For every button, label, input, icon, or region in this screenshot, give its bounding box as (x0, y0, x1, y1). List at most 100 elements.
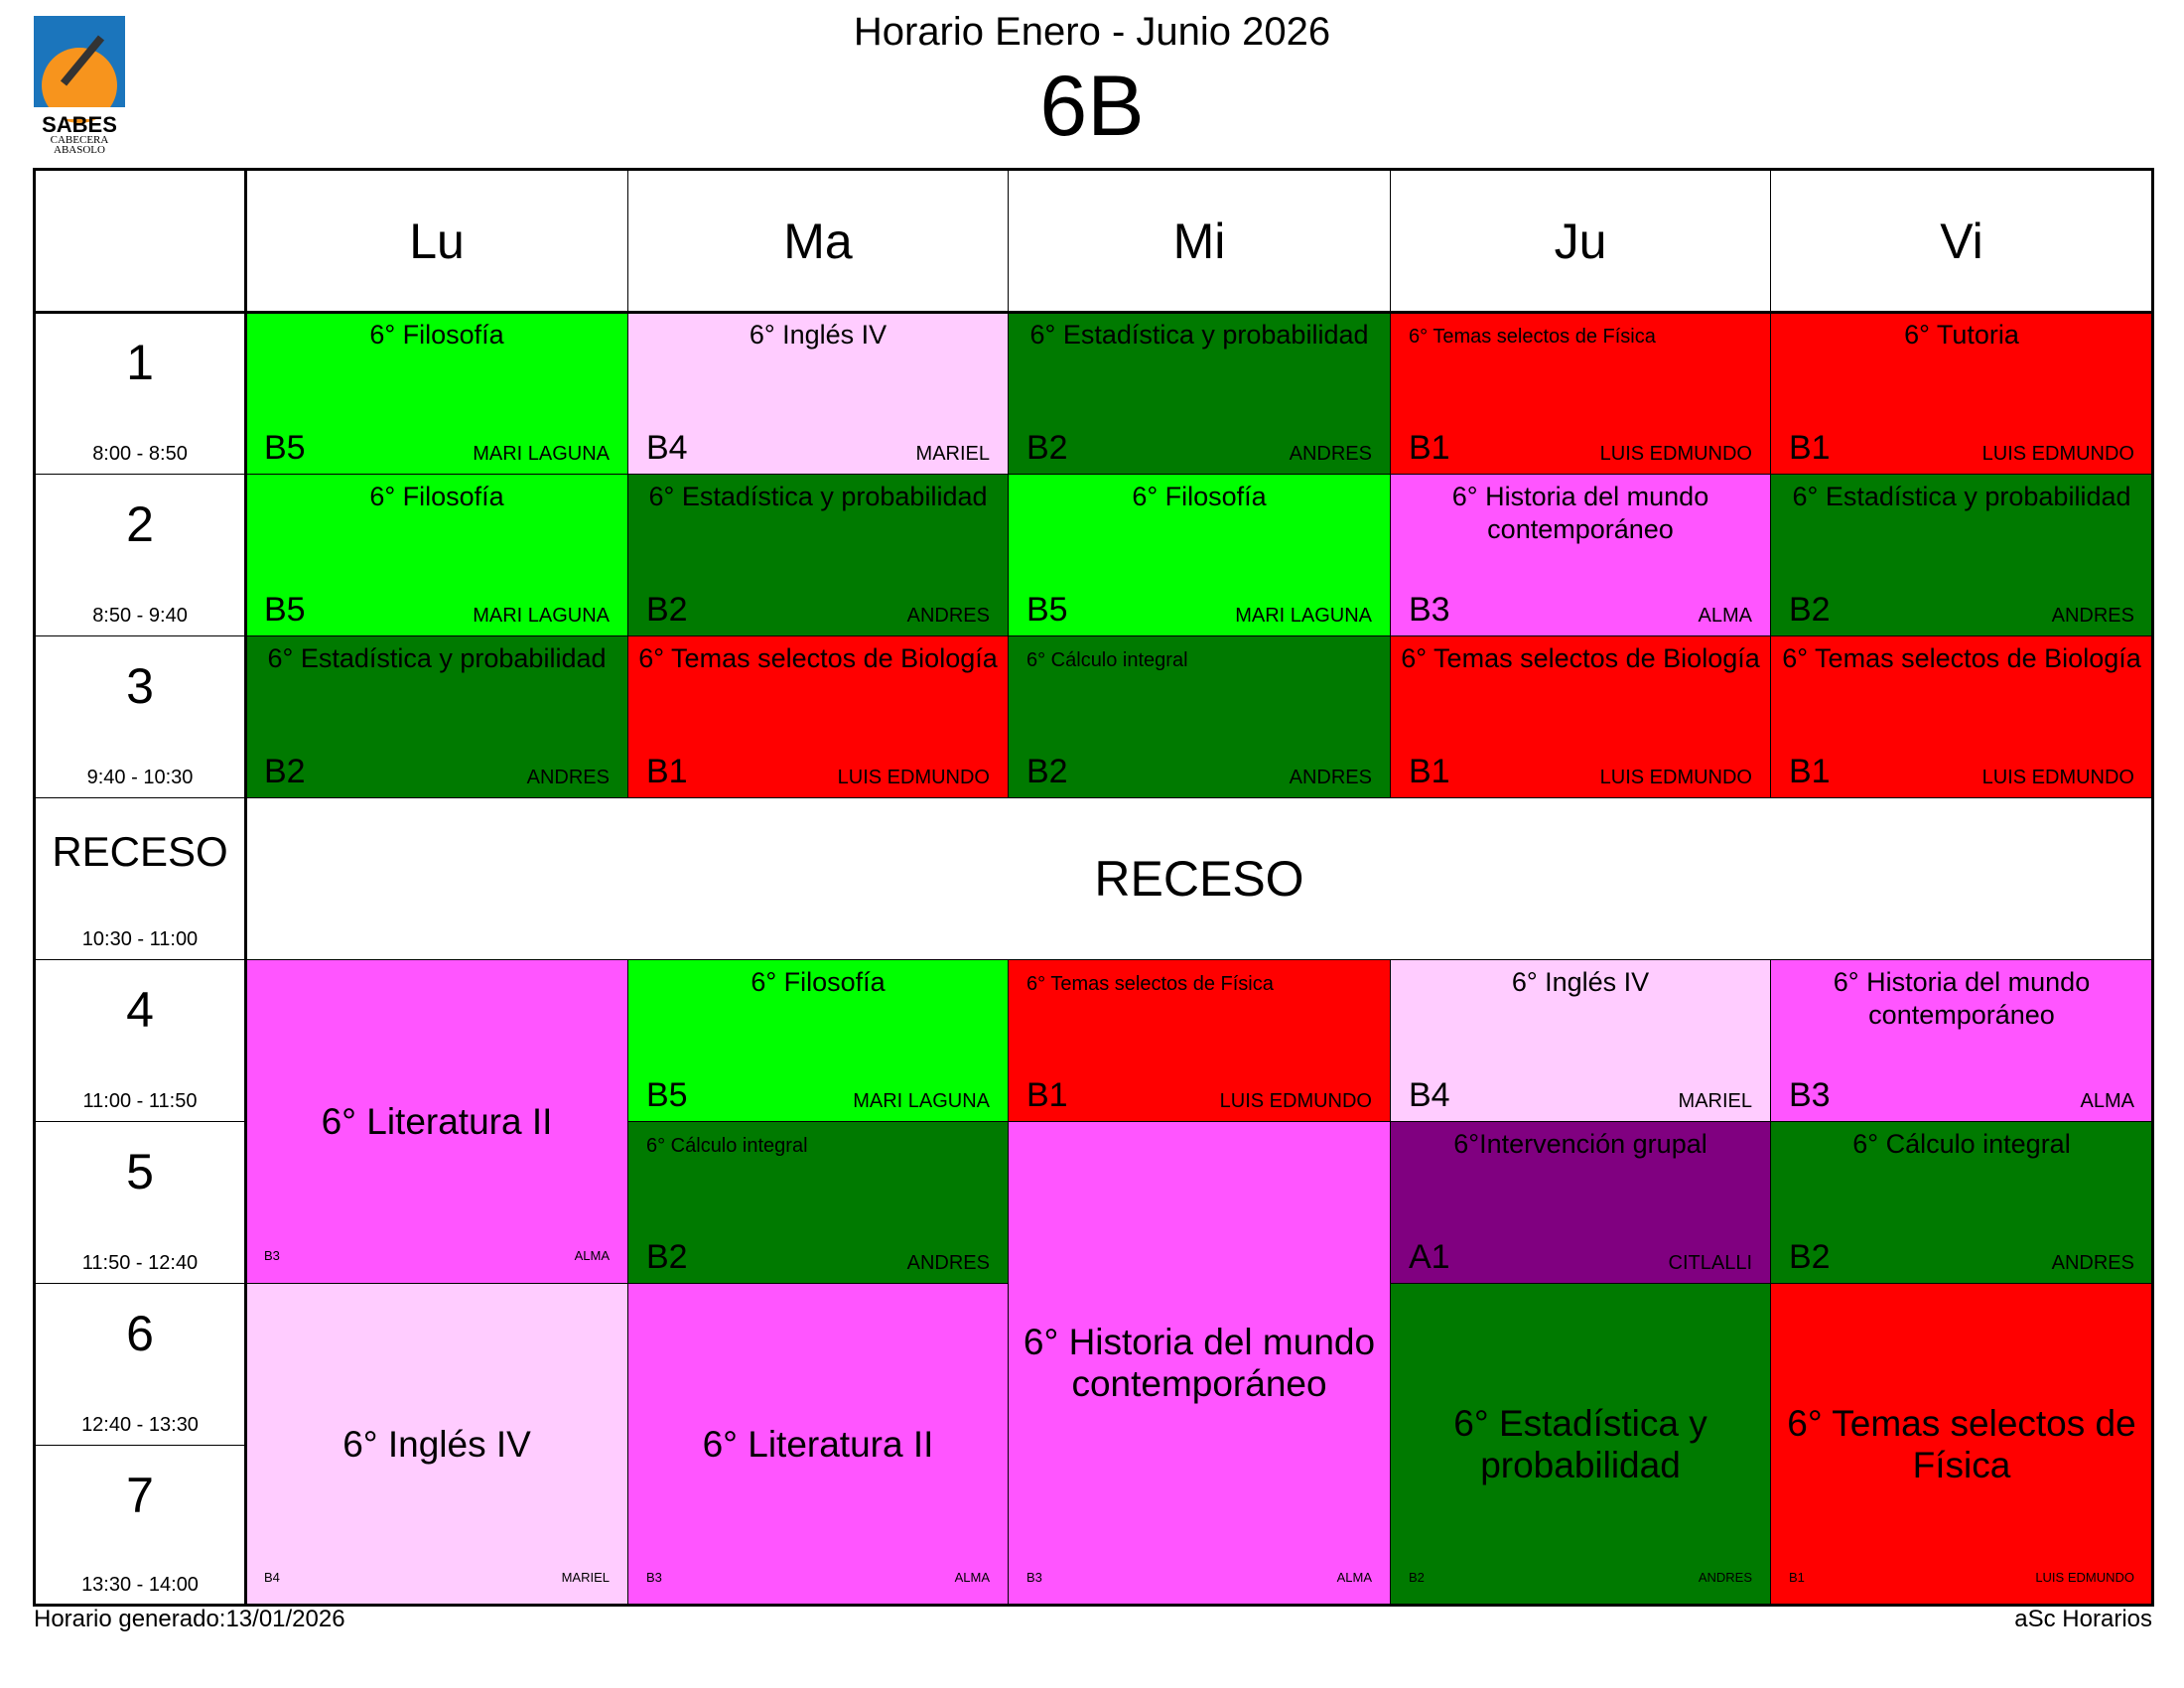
header-rule (34, 311, 2152, 314)
day-name: Ma (783, 212, 853, 269)
lesson-room: B2 (1789, 1238, 1831, 1276)
lesson-room: B5 (264, 591, 306, 629)
lesson-room: B2 (646, 591, 688, 629)
lesson-room: B5 (646, 1076, 688, 1114)
logo-base (34, 107, 125, 119)
lesson-teacher: MARIEL (915, 443, 990, 465)
lesson-subject: 6° Temas selectos de Biología (1401, 643, 1760, 673)
day-name: Lu (409, 212, 465, 269)
lesson-cell: 6° Inglés IV B4 MARIEL (1390, 959, 1771, 1122)
logo-line: ABASOLO (54, 144, 105, 155)
lesson-room: B2 (1789, 591, 1831, 629)
lesson-subject: 6° Inglés IV (1511, 967, 1650, 997)
period-name: 2 (126, 496, 154, 552)
break-label: RECESO (1094, 851, 1304, 907)
logo: SABES CABECERA ABASOLO (34, 16, 125, 155)
lesson-subject: 6° Filosofía (1132, 482, 1267, 511)
lesson-teacher: MARIEL (561, 1570, 610, 1585)
period-time: 11:50 - 12:40 (81, 1252, 199, 1274)
lesson-teacher: ALMA (2080, 1090, 2134, 1112)
lesson-cell: 6° Temas selectos de Biología B1 LUIS EDMU… (627, 635, 1009, 798)
lesson-subject: 6° Filosofía (369, 482, 504, 511)
day-name: Mi (1172, 212, 1226, 269)
lesson-cell: 6° Filosofía B5 MARI LAGUNA (245, 312, 628, 475)
lesson-subject: 6° Filosofía (751, 967, 886, 997)
lesson-teacher: ANDRES (1289, 443, 1372, 465)
lesson-cell: 6°Intervención grupal A1 CITLALLI (1390, 1121, 1771, 1284)
period-cell: 7 13:30 - 14:00 (34, 1445, 246, 1606)
lesson-room: B3 (264, 1248, 280, 1263)
period-name: 7 (126, 1468, 154, 1523)
lesson-teacher: ANDRES (2051, 605, 2134, 627)
lesson-cell: 6° Filosofía B5 MARI LAGUNA (1008, 474, 1391, 636)
period-time: 12:40 - 13:30 (81, 1414, 199, 1436)
lesson-teacher: LUIS EDMUNDO (2035, 1570, 2134, 1585)
lesson-cell: 6° Temas selectos de Física B1 LUIS EDMUND… (1770, 1283, 2153, 1606)
lesson-cell: 6° Estadística y probabilidad B2 ANDRES (1008, 312, 1391, 475)
lesson-room: B2 (1409, 1570, 1425, 1585)
lesson-subject: 6°Intervención grupal (1453, 1129, 1707, 1159)
day-header: Ju (1390, 169, 1771, 313)
lesson-cell: 6° Literatura II B3 ALMA (245, 959, 628, 1284)
lesson-room: B3 (646, 1570, 662, 1585)
period-cell: 1 8:00 - 8:50 (34, 312, 246, 475)
lesson-room: B1 (1026, 1076, 1068, 1114)
lesson-teacher: ALMA (1336, 1570, 1372, 1585)
lesson-subject: 6° Inglés IV (749, 320, 887, 350)
period-name: 6 (126, 1306, 154, 1361)
period-name: 5 (126, 1144, 154, 1199)
lesson-room: B1 (1789, 429, 1831, 467)
title: Horario Enero - Junio 2026 (853, 10, 1331, 54)
lesson-cell: 6° Estadística y probabilidad B2 ANDRES (245, 635, 628, 798)
lesson-room: B5 (264, 429, 306, 467)
lesson-teacher: MARIEL (1678, 1090, 1752, 1112)
lesson-teacher: MARI LAGUNA (473, 605, 610, 627)
logo-line: CABECERA (51, 134, 109, 146)
period-name: 3 (126, 658, 154, 714)
logo-name: SABES (42, 112, 117, 137)
lesson-subject: 6° Estadística y probabilidad (1792, 482, 2131, 511)
lesson-subject: 6° Cálculo integral (1026, 649, 1188, 671)
lesson-cell: 6° Tutoria B1 LUIS EDMUNDO (1770, 312, 2153, 475)
lesson-subject: 6° Tutoria (1904, 320, 2019, 350)
period-cell: RECESO 10:30 - 11:00 (34, 797, 246, 960)
lesson-room: B3 (1789, 1076, 1831, 1114)
lesson-teacher: ANDRES (2051, 1252, 2134, 1274)
lesson-teacher: MARI LAGUNA (473, 443, 610, 465)
lesson-teacher: ALMA (574, 1248, 610, 1263)
lesson-room: B2 (1026, 429, 1068, 467)
lesson-teacher: LUIS EDMUNDO (1981, 767, 2134, 788)
lesson-teacher: ANDRES (1698, 1570, 1752, 1585)
lesson-subject: 6° Temas selectos de Biología (1782, 643, 2141, 673)
lesson-cell: 6° Temas selectos de Biología B1 LUIS EDMU… (1770, 635, 2153, 798)
lesson-room: B1 (1789, 1570, 1805, 1585)
lesson-cell: 6° Estadística y probabilidad B2 ANDRES (627, 474, 1009, 636)
period-name: RECESO (52, 828, 228, 875)
footer-generated: Horario generado:13/01/2026 (34, 1606, 345, 1632)
lesson-cell: 6° Cálculo integral B2 ANDRES (627, 1121, 1009, 1284)
lesson-cell: 6° Temas selectos de Biología B1 LUIS EDMU… (1390, 635, 1771, 798)
lesson-teacher: LUIS EDMUNDO (1219, 1090, 1372, 1112)
lesson-subject: 6° Cálculo integral (646, 1135, 808, 1157)
lesson-cell: 6° Cálculo integral B2 ANDRES (1770, 1121, 2153, 1284)
lesson-teacher: ANDRES (906, 1252, 990, 1274)
lesson-room: B4 (646, 429, 688, 467)
lesson-cell: 6° Inglés IV B4 MARIEL (245, 1283, 628, 1606)
lesson-room: B1 (1409, 429, 1450, 467)
lesson-cell: 6° Filosofía B5 MARI LAGUNA (245, 474, 628, 636)
lesson-teacher: CITLALLI (1668, 1252, 1752, 1274)
lesson-room: B3 (1409, 591, 1450, 629)
period-name: 4 (126, 982, 154, 1038)
lesson-subject: 6° Literatura II (702, 1423, 934, 1465)
lesson-cell: 6° Estadística y probabilidad B2 ANDRES (1390, 1283, 1771, 1606)
lesson-room: B4 (264, 1570, 280, 1585)
lesson-teacher: LUIS EDMUNDO (1981, 443, 2134, 465)
lesson-teacher: ALMA (1698, 605, 1752, 627)
lesson-teacher: LUIS EDMUNDO (1599, 443, 1752, 465)
lesson-teacher: LUIS EDMUNDO (1599, 767, 1752, 788)
lesson-teacher: ANDRES (1289, 767, 1372, 788)
lesson-subject: 6° Filosofía (369, 320, 504, 350)
period-rule (244, 169, 247, 1605)
period-time: 10:30 - 11:00 (81, 928, 199, 950)
period-name: 1 (126, 335, 154, 390)
